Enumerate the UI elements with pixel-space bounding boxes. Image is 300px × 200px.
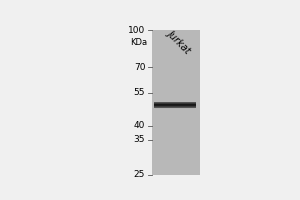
Bar xyxy=(155,108,195,109)
Text: 35: 35 xyxy=(134,135,145,144)
Text: 25: 25 xyxy=(134,170,145,179)
Bar xyxy=(152,30,200,175)
Text: 70: 70 xyxy=(134,63,145,72)
Text: 40: 40 xyxy=(134,121,145,130)
Text: 100: 100 xyxy=(128,26,145,35)
Bar xyxy=(155,108,195,109)
Text: 55: 55 xyxy=(134,88,145,97)
Text: Jurkat: Jurkat xyxy=(166,28,193,55)
Text: KDa: KDa xyxy=(130,38,148,47)
